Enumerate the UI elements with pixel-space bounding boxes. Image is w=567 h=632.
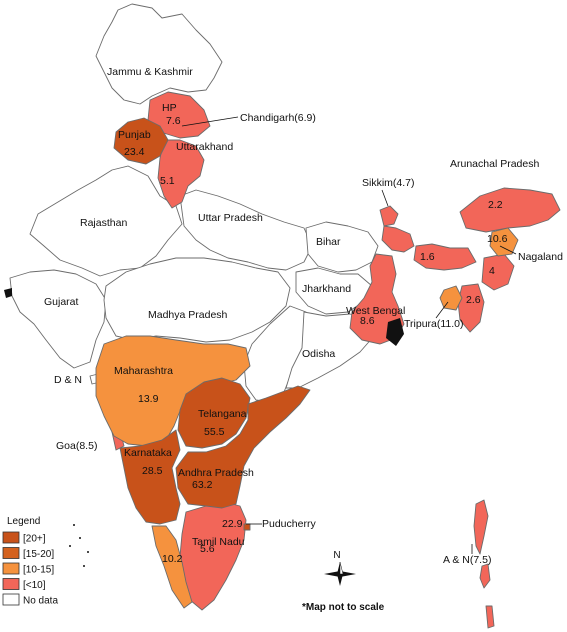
label-assam-value: 1.6 [420, 251, 435, 263]
label-arunachal: Arunachal Pradesh [450, 158, 539, 170]
label-madhya-pradesh: Madhya Pradesh [148, 309, 228, 321]
label-punjab: Punjab [118, 129, 151, 141]
label-andaman-nicobar: A & N(7.5) [443, 554, 491, 566]
leader-lines [181, 116, 517, 554]
label-uttarakhand: Uttarakhand [176, 141, 233, 153]
region-kerala [151, 525, 193, 609]
label-goa: Goa(8.5) [56, 440, 97, 452]
label-jammu-kashmir: Jammu & Kashmir [107, 66, 193, 78]
legend-label: No data [23, 596, 58, 607]
label-nagaland-value: 10.6 [487, 233, 508, 245]
label-maharashtra: Maharashtra [114, 365, 173, 377]
region-odisha [285, 311, 375, 389]
legend-label: [20+] [23, 534, 46, 545]
label-punjab-value: 23.4 [124, 146, 145, 158]
region-madhya-pradesh [103, 257, 291, 343]
legend-title: Legend [7, 516, 40, 527]
legend-label: [15-20] [23, 549, 54, 560]
region-puducherry [243, 523, 251, 531]
label-sikkim: Sikkim(4.7) [362, 177, 415, 189]
label-manipur-value: 4 [489, 265, 495, 277]
label-west-bengal: West Bengal [346, 305, 405, 317]
label-karnataka: Karnataka [124, 447, 172, 459]
label-tamil-nadu-value: 5.6 [200, 543, 215, 555]
region-bengal-north [381, 225, 415, 253]
kutch-detail [4, 288, 12, 298]
label-bihar: Bihar [316, 236, 341, 248]
label-hp-value: 7.6 [166, 115, 181, 127]
label-karnataka-value: 28.5 [142, 465, 163, 477]
label-mizoram-value: 2.6 [466, 294, 481, 306]
region-punjab [113, 117, 169, 165]
region-jammu-kashmir [95, 3, 223, 105]
label-chandigarh: Chandigarh(6.9) [240, 112, 316, 124]
region-andhra-pradesh [175, 385, 311, 509]
region-sikkim [379, 205, 399, 227]
label-uttarakhand-value: 5.1 [160, 175, 175, 187]
region-telangana [177, 377, 251, 449]
label-arunachal-value: 2.2 [488, 199, 503, 211]
region-nagaland [489, 227, 519, 257]
legend: Legend [20+] [15-20] [10-15] [<10] No data [2, 516, 58, 607]
label-telangana: Telangana [198, 408, 247, 420]
label-maharashtra-value: 13.9 [138, 393, 159, 405]
label-jharkhand: Jharkhand [302, 283, 351, 295]
label-hp: HP [162, 102, 177, 114]
region-gujarat [9, 269, 107, 369]
label-andhra: Andhra Pradesh [178, 467, 254, 479]
label-nagaland: Nagaland [518, 251, 563, 263]
region-uttarakhand [157, 139, 205, 209]
label-puducherry: Puducherry [262, 518, 316, 530]
legend-swatch [2, 531, 20, 544]
label-tamil-nadu: Tamil Nadu [192, 536, 245, 548]
legend-swatch [2, 562, 20, 575]
region-assam [413, 243, 477, 271]
label-rajasthan: Rajasthan [80, 217, 127, 229]
label-uttar-pradesh: Uttar Pradesh [198, 212, 263, 224]
label-gujarat: Gujarat [44, 296, 79, 308]
region-rajasthan [29, 165, 183, 277]
label-tripura: Tripura(11.0) [404, 318, 464, 330]
map-scale-note: *Map not to scale [302, 602, 385, 613]
label-andhra-value: 63.2 [192, 479, 213, 491]
legend-swatch [2, 593, 20, 606]
compass-north-label: N [333, 550, 340, 561]
region-manipur [481, 253, 515, 291]
region-tripura [439, 285, 463, 311]
region-arunachal-pradesh [459, 187, 561, 233]
legend-swatch [2, 578, 20, 590]
label-kerala-value: 10.2 [162, 553, 183, 565]
label-odisha: Odisha [302, 348, 335, 360]
compass-rose-icon: N [324, 550, 356, 586]
lakshadweep-islands [69, 524, 89, 567]
region-uttar-pradesh [179, 189, 313, 271]
legend-label: [<10] [23, 580, 46, 591]
kolkata-delta-detail [386, 318, 404, 346]
label-west-bengal-value: 8.6 [360, 315, 375, 327]
region-karnataka [119, 429, 181, 525]
label-telangana-value: 55.5 [204, 426, 225, 438]
label-puducherry-value: 22.9 [222, 518, 243, 530]
region-andaman-nicobar [473, 499, 495, 629]
label-dn: D & N [54, 374, 82, 386]
legend-swatch [2, 547, 20, 559]
legend-label: [10-15] [23, 565, 54, 576]
